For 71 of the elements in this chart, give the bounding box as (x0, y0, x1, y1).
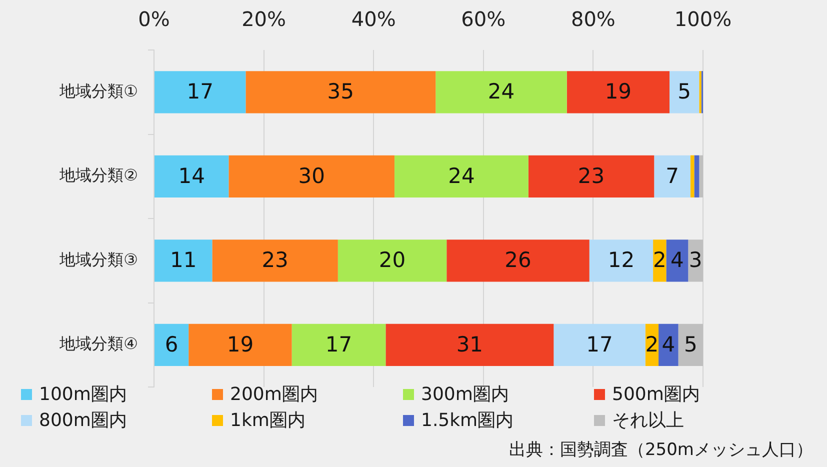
bar (670, 71, 700, 114)
data-label: 30 (298, 164, 325, 188)
data-label: 17 (186, 80, 214, 104)
data-label: 35 (327, 80, 354, 104)
legend-label: 1.5km圏内 (421, 409, 514, 432)
legend-label: それ以上 (612, 409, 684, 432)
data-label: 14 (178, 164, 205, 188)
bar (658, 324, 678, 366)
bar (589, 240, 654, 282)
x-tick-label: 100% (674, 7, 732, 32)
x-tick-label: 40% (351, 7, 396, 32)
bar (292, 324, 386, 366)
data-label: 17 (586, 332, 613, 356)
data-label: 4 (670, 248, 684, 272)
data-label: 6 (164, 332, 178, 356)
bar (666, 240, 688, 282)
data-label: 23 (578, 164, 605, 188)
bar (212, 240, 338, 282)
legend-label: 300m圏内 (421, 383, 509, 406)
legend-label: 500m圏内 (612, 383, 700, 406)
data-label: 24 (488, 80, 515, 104)
data-label: 31 (456, 332, 484, 356)
bar (394, 155, 528, 198)
y-tick-label: 地域分類① (58, 81, 138, 100)
bar (694, 155, 700, 198)
data-label: 3 (688, 248, 702, 272)
data-label: 2 (652, 248, 666, 272)
bar (566, 71, 670, 114)
bar (554, 324, 646, 366)
bar (154, 324, 189, 366)
bar (154, 240, 212, 282)
x-tick-label: 60% (461, 7, 506, 32)
bar (386, 324, 554, 366)
data-label: 5 (678, 80, 692, 104)
legend-label: 100m圏内 (39, 383, 127, 406)
data-label: 19 (604, 80, 632, 104)
x-tick-label: 80% (570, 7, 616, 32)
legend-label: 800m圏内 (39, 409, 127, 432)
data-label: 2 (645, 332, 659, 356)
bar (528, 155, 654, 198)
data-label: 23 (262, 248, 288, 272)
bar (678, 324, 703, 366)
data-label: 20 (378, 248, 406, 272)
bar (446, 240, 590, 282)
bar (436, 71, 567, 114)
data-label: 17 (325, 332, 352, 356)
bar (228, 155, 394, 198)
bar (338, 240, 447, 282)
data-label: 12 (608, 248, 635, 272)
bar (690, 155, 694, 198)
y-tick-label: 地域分類② (58, 166, 138, 185)
source-note: 出典：国勢調査（250mメッシュ人口） (508, 439, 813, 461)
legend-label: 200m圏内 (230, 383, 318, 406)
data-label: 11 (170, 248, 197, 272)
x-tick-label: 20% (242, 7, 286, 32)
y-tick-label: 地域分類③ (58, 250, 138, 269)
y-tick-label: 地域分類④ (58, 334, 138, 354)
data-label: 24 (448, 164, 475, 188)
bar (154, 155, 229, 198)
bar (154, 71, 246, 114)
bar (654, 155, 690, 198)
bar (246, 71, 436, 114)
data-label: 5 (684, 332, 698, 356)
data-label: 19 (226, 332, 254, 356)
legend-label: 1km圏内 (230, 409, 306, 432)
bar (699, 155, 703, 198)
data-label: 7 (666, 164, 679, 188)
data-label: 4 (662, 332, 676, 356)
x-tick-label: 0% (138, 7, 170, 32)
bar (188, 324, 292, 366)
data-label: 26 (504, 248, 532, 272)
